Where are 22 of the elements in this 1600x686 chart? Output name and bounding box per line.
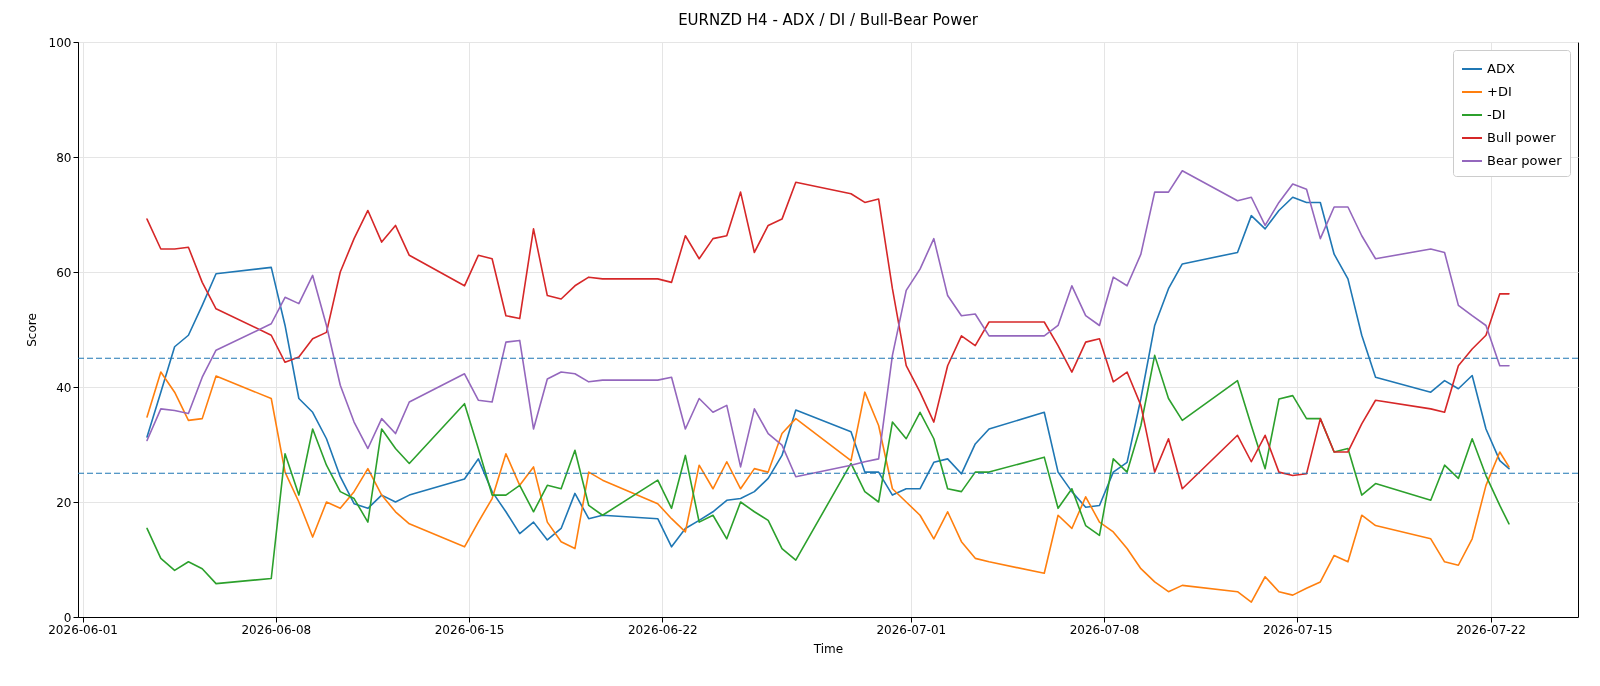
legend-label: Bull power: [1487, 130, 1557, 145]
x-tick-label: 2026-06-01: [48, 622, 118, 637]
y-tick-label: 40: [56, 380, 72, 395]
y-tick-label: 100: [48, 35, 72, 50]
x-tick-label: 2026-06-15: [434, 622, 505, 637]
legend-label: -DI: [1487, 107, 1506, 122]
legend-label: +DI: [1487, 84, 1512, 99]
x-tick-label: 2026-06-08: [241, 622, 312, 637]
y-tick-label: 60: [56, 265, 72, 280]
x-tick-label: 2026-07-08: [1069, 622, 1140, 637]
x-tick-label: 2026-07-15: [1262, 622, 1333, 637]
x-tick-label: 2026-07-22: [1456, 622, 1526, 637]
y-axis-title: Score: [24, 313, 39, 347]
y-tick-label: 20: [56, 495, 72, 510]
chart-title: EURNZD H4 - ADX / DI / Bull-Bear Power: [678, 11, 979, 29]
x-axis-title: Time: [812, 641, 844, 656]
y-tick-label: 80: [56, 150, 72, 165]
x-tick-label: 2026-06-22: [627, 622, 698, 637]
y-tick-label: 0: [63, 610, 72, 625]
x-tick-label: 2026-07-01: [876, 622, 947, 637]
legend-label: Bear power: [1487, 153, 1563, 168]
legend-label: ADX: [1487, 61, 1515, 76]
